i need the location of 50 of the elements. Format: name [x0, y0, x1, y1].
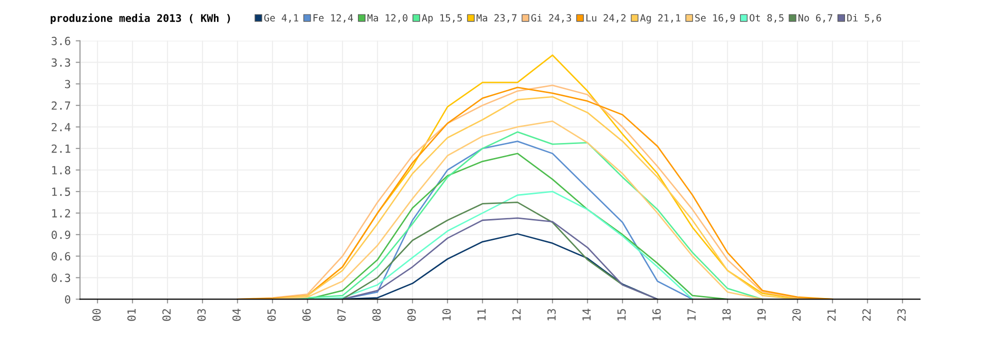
legend-label: Ma 12,0 [367, 14, 408, 23]
y-tick-label: 2.1 [52, 144, 70, 153]
y-tick-label: 0.3 [52, 274, 70, 282]
x-tick-label: 08 [372, 308, 381, 321]
x-tick-label: 13 [547, 309, 556, 320]
x-tick-label: 11 [477, 308, 486, 320]
y-tick-label: 3 [65, 80, 70, 88]
x-tick-label: 21 [827, 308, 836, 321]
x-tick-label: 14 [582, 308, 591, 320]
y-tick-label: 3.3 [52, 58, 70, 67]
legend-label: Ap 15,5 [422, 14, 462, 24]
chart-title: produzione media 2013 ( KWh ) [50, 13, 230, 24]
legend-label: No 6,7 [798, 14, 832, 23]
y-tick-label: 3.6 [52, 36, 70, 46]
x-tick-label: 12 [512, 309, 521, 320]
x-tick-label: 06 [302, 308, 311, 321]
x-tick-label: 03 [197, 309, 206, 321]
legend-label: Ot 8,5 [750, 14, 784, 23]
legend-label: Ge 4,1 [264, 14, 298, 23]
x-tick-label: 04 [232, 308, 241, 321]
legend-label: Di 5,6 [847, 14, 882, 23]
legend-label: Lu 24,2 [586, 14, 626, 23]
legend-label: Ma 23,7 [476, 14, 516, 23]
x-tick-label: 23 [897, 309, 906, 321]
x-tick-label: 20 [792, 308, 801, 321]
x-tick-label: 05 [267, 309, 276, 321]
y-tick-label: 0.6 [52, 252, 70, 261]
x-tick-label: 16 [652, 308, 661, 320]
y-tick-label: 0.9 [52, 230, 70, 240]
legend-label: Ag 21,1 [640, 14, 680, 24]
y-tick-label: 2.7 [52, 101, 70, 110]
x-tick-label: 22 [862, 309, 871, 321]
x-tick-label: 07 [337, 309, 346, 321]
y-tick-label: 2.4 [52, 122, 70, 132]
legend-label: Gi 24,3 [531, 14, 572, 23]
x-tick-label: 19 [757, 308, 766, 320]
x-tick-label: 18 [722, 308, 731, 320]
y-tick-label: 0 [65, 295, 70, 304]
y-tick-label: 1.8 [52, 166, 70, 174]
x-tick-label: 10 [442, 308, 451, 320]
x-tick-label: 09 [407, 308, 416, 321]
x-tick-label: 01 [127, 308, 136, 321]
x-tick-label: 17 [687, 309, 696, 320]
legend-label: Fe 12,4 [314, 14, 353, 23]
legend-label: Se 16,9 [695, 14, 735, 23]
x-tick-label: 15 [617, 309, 626, 320]
y-tick-label: 1.2 [52, 209, 70, 218]
x-tick-label: 02 [162, 309, 171, 321]
y-tick-label: 1.5 [52, 188, 70, 196]
x-tick-label: 00 [92, 308, 101, 321]
